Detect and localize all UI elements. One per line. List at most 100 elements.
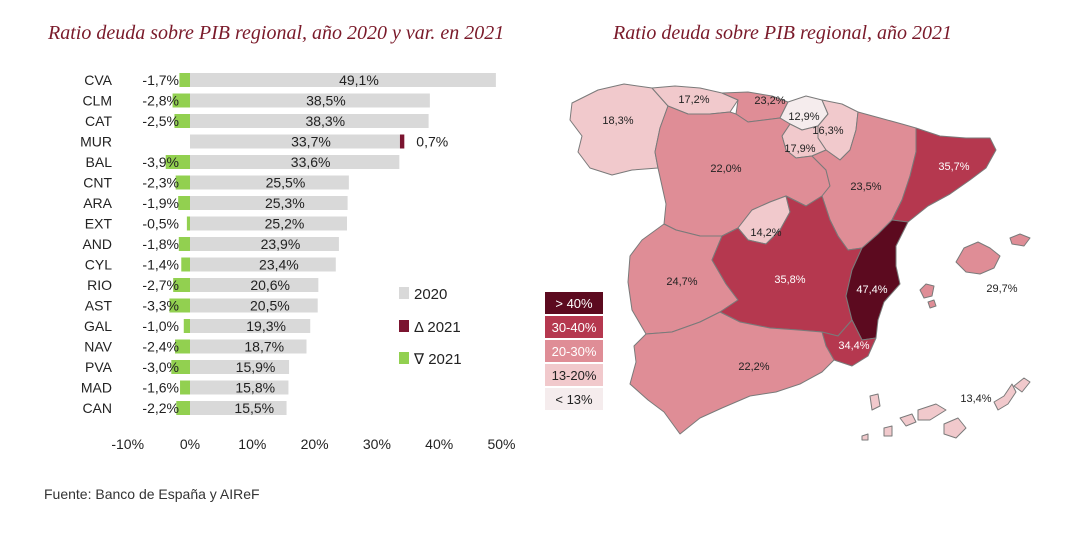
source-note: Fuente: Banco de España y AIReF <box>44 486 260 502</box>
category-label: MUR <box>80 134 112 150</box>
decrease-label: -2,2% <box>142 400 179 416</box>
x-tick-label: -10% <box>111 436 144 452</box>
map-region-BAL-mallorca <box>955 241 1001 275</box>
category-label: CAN <box>82 400 112 416</box>
map-region-CAT <box>891 127 997 223</box>
bar-2020 <box>190 114 429 128</box>
map-region-AND <box>629 311 835 435</box>
map-legend-label: > 40% <box>555 296 593 311</box>
bar-2020-label: 49,1% <box>339 72 379 88</box>
map-value-label: 16,3% <box>812 125 843 137</box>
x-tick-label: 40% <box>425 436 453 452</box>
bar-2020-label: 25,2% <box>265 216 305 232</box>
bar-decrease-2021 <box>172 93 190 108</box>
bar-decrease-2021 <box>178 237 190 251</box>
bar-2020 <box>190 257 336 272</box>
bar-2020 <box>190 134 400 149</box>
map-value-label: 18,3% <box>602 115 633 127</box>
bar-2020-label: 18,7% <box>244 339 284 355</box>
legend-label: ∇ 2021 <box>413 351 462 368</box>
bar-decrease-2021 <box>174 114 190 128</box>
bar-2020 <box>190 237 339 251</box>
bar-2020 <box>190 216 347 231</box>
bar-2020-label: 15,5% <box>234 400 274 416</box>
decrease-label: -1,0% <box>142 318 179 334</box>
bar-decrease-2021 <box>171 360 190 374</box>
map-value-label: 22,0% <box>710 163 741 175</box>
map-value-label: 23,2% <box>754 95 785 107</box>
bar-2020 <box>190 73 496 87</box>
decrease-label: -2,3% <box>142 175 179 191</box>
bar-2020 <box>190 298 318 313</box>
map-value-label: 24,7% <box>666 276 697 288</box>
category-label: CAT <box>85 113 112 129</box>
bar-2020 <box>190 175 349 190</box>
bar-decrease-2021 <box>181 257 190 272</box>
map-labels: 18,3% 17,2% 23,2%12,9% 16,3% 17,9% 22,0% 23,5%… <box>602 94 1017 405</box>
x-tick-label: 20% <box>301 436 329 452</box>
bar-2020-label: 25,3% <box>265 195 305 211</box>
map-value-label: 17,9% <box>784 143 815 155</box>
increase-label: 0,7% <box>416 134 448 150</box>
legend-swatch <box>399 287 409 299</box>
bar-2020-label: 33,7% <box>291 134 331 150</box>
map-value-label: 13,4% <box>960 393 991 405</box>
map-value-label: 47,4% <box>856 284 887 296</box>
bar-2020-label: 20,5% <box>250 298 290 314</box>
category-label: BAL <box>86 154 113 170</box>
map-value-label: 35,7% <box>938 161 969 173</box>
map-value-label: 35,8% <box>774 274 805 286</box>
bar-decrease-2021 <box>179 73 190 87</box>
bar-decrease-2021 <box>178 196 190 210</box>
bar-decrease-2021 <box>165 155 190 169</box>
decrease-label: -2,4% <box>142 339 179 355</box>
bar-2020 <box>190 339 307 354</box>
decrease-label: -2,5% <box>142 113 179 129</box>
bar-2020 <box>190 196 348 210</box>
map-region-CAN-2 <box>883 425 893 437</box>
map-value-label: 29,7% <box>986 283 1017 295</box>
bar-2020 <box>190 360 290 374</box>
bar-2020-label: 33,6% <box>291 154 331 170</box>
category-label: PVA <box>85 359 113 375</box>
category-label: EXT <box>85 216 113 232</box>
category-label: GAL <box>84 318 112 334</box>
legend-swatch <box>399 352 409 364</box>
map-region-BAL-ibiza <box>919 283 935 299</box>
map-region-CAN-4 <box>917 403 947 421</box>
map-legend-swatch <box>545 364 603 386</box>
map-region-BAL-menorca <box>1009 233 1031 247</box>
map-legend-label: 20-30% <box>552 344 597 359</box>
category-label: CVA <box>84 72 112 88</box>
bar-2020-label: 23,9% <box>261 236 301 252</box>
legend-label: Δ 2021 <box>414 319 461 336</box>
map-legend-swatch <box>545 316 603 338</box>
bar-2020-label: 38,5% <box>306 93 346 109</box>
map-legend-label: 30-40% <box>552 320 597 335</box>
decrease-label: -3,3% <box>142 298 179 314</box>
bar-2020 <box>190 380 289 395</box>
category-label: MAD <box>81 380 112 396</box>
map-legend-swatch <box>545 292 603 314</box>
map-value-label: 34,4% <box>838 340 869 352</box>
bar-2020 <box>190 401 287 415</box>
bar-2020-label: 23,4% <box>259 257 299 273</box>
x-tick-label: 0% <box>180 436 200 452</box>
map-region-CAN-8 <box>861 433 869 441</box>
bar-decrease-2021 <box>169 298 190 313</box>
map-value-label: 17,2% <box>678 94 709 106</box>
bar-2020 <box>190 278 319 292</box>
bar-2020-label: 19,3% <box>246 318 286 334</box>
decrease-label: -1,9% <box>142 195 179 211</box>
map-region-GAL <box>569 83 669 176</box>
map-title: Ratio deuda sobre PIB regional, año 2021 <box>613 22 953 44</box>
bar-2020-label: 25,5% <box>266 175 306 191</box>
decrease-label: -2,8% <box>142 93 179 109</box>
x-tick-label: 50% <box>487 436 515 452</box>
category-label: CYL <box>85 257 112 273</box>
map-value-label: 22,2% <box>738 361 769 373</box>
category-label: RIO <box>87 277 112 293</box>
map-region-CAN-7 <box>1013 377 1031 393</box>
map-region-CAN-3 <box>899 413 917 427</box>
